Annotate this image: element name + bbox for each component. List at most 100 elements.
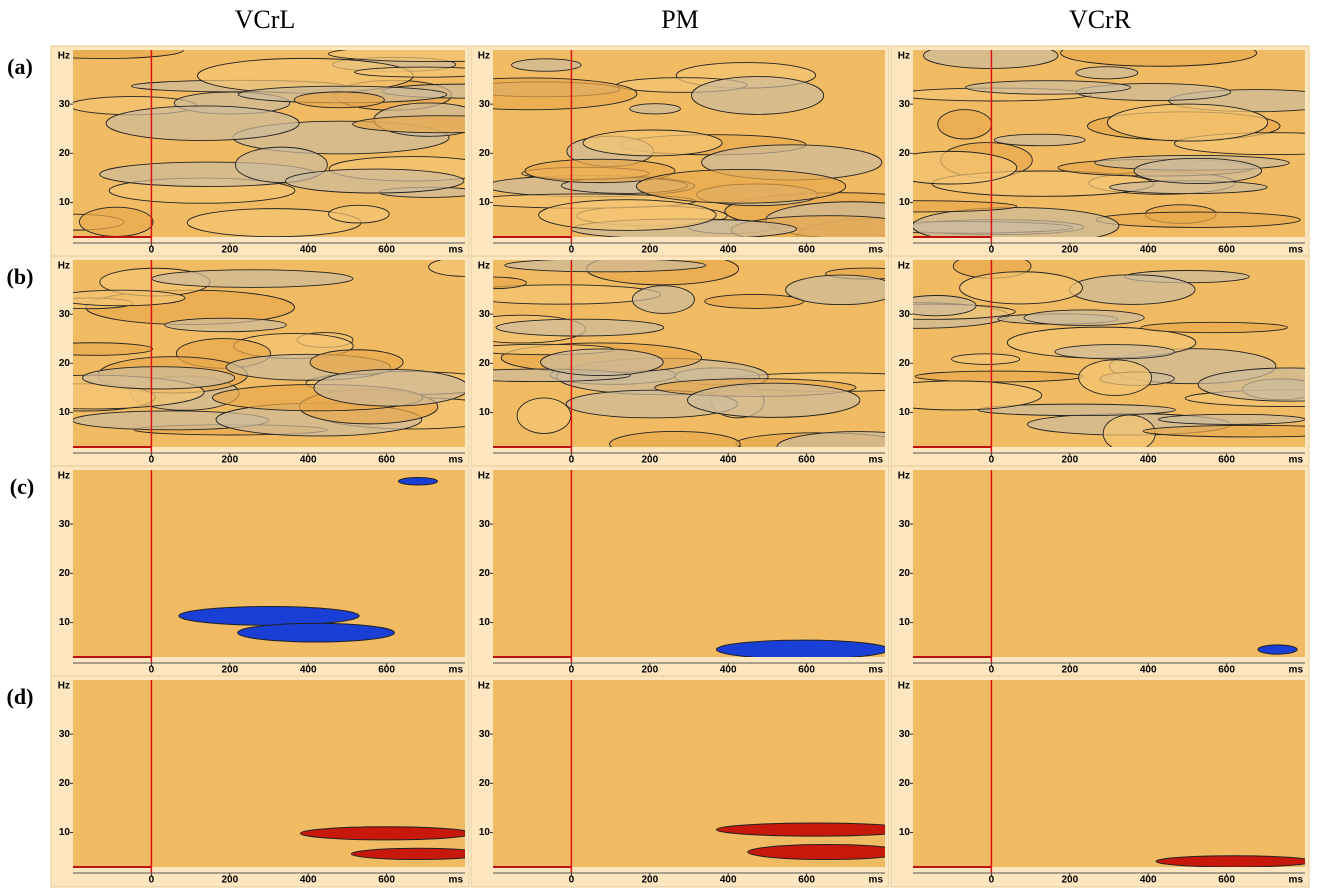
contour	[609, 431, 741, 447]
significance-blob	[1257, 644, 1298, 655]
significance-blob	[1155, 855, 1305, 867]
y-tick-label: 30	[59, 309, 71, 320]
contour	[1140, 321, 1288, 334]
contour	[82, 366, 236, 390]
x-tick-label: 600	[378, 665, 395, 676]
plot-area	[493, 470, 885, 657]
x-tick-label: 400	[720, 245, 737, 256]
y-tick-label: 10	[899, 407, 911, 418]
pattern	[715, 822, 885, 861]
contour	[631, 285, 695, 314]
column-title: VCrR	[1069, 5, 1132, 34]
x-unit: ms	[1289, 455, 1304, 466]
contour	[428, 260, 465, 277]
contour	[776, 431, 885, 447]
x-tick-label: 600	[1218, 875, 1235, 886]
contour	[105, 105, 300, 141]
contour	[1060, 50, 1258, 67]
x-tick-label: 600	[798, 455, 815, 466]
x-tick-label: 600	[1218, 455, 1235, 466]
y-tick-label: 30	[479, 99, 491, 110]
pattern	[1257, 644, 1298, 655]
contour	[73, 50, 184, 59]
contour	[164, 317, 287, 333]
x-tick-label: 600	[798, 245, 815, 256]
contour	[1157, 413, 1305, 425]
pattern	[299, 826, 465, 861]
contour	[284, 168, 465, 194]
y-unit: Hz	[898, 51, 910, 62]
x-unit: ms	[449, 455, 464, 466]
x-tick-label: 200	[641, 455, 658, 466]
x-tick-label: 200	[1061, 245, 1078, 256]
x-tick-label: 400	[300, 245, 317, 256]
contour	[1078, 359, 1153, 396]
y-tick-label: 30	[899, 519, 911, 530]
x-tick-label: 400	[720, 875, 737, 886]
x-tick-label: 0	[149, 245, 155, 256]
y-tick-label: 10	[59, 407, 71, 418]
contour	[965, 80, 1132, 95]
y-tick-label: 30	[899, 309, 911, 320]
contour	[493, 77, 638, 111]
pattern	[493, 58, 885, 237]
x-tick-label: 200	[641, 665, 658, 676]
contour	[511, 58, 582, 72]
contour	[495, 318, 665, 337]
x-tick-label: 600	[798, 665, 815, 676]
significance-blob	[299, 826, 465, 841]
column-title: PM	[661, 5, 699, 34]
pattern	[913, 50, 1305, 237]
y-tick-label: 10	[479, 407, 491, 418]
y-unit: Hz	[478, 681, 490, 692]
y-tick-label: 30	[59, 99, 71, 110]
row-label: (c)	[10, 474, 34, 499]
y-tick-label: 20	[899, 148, 911, 159]
y-tick-label: 20	[479, 148, 491, 159]
y-tick-label: 10	[59, 197, 71, 208]
pattern	[73, 50, 465, 237]
contour	[1068, 274, 1196, 305]
y-unit: Hz	[58, 51, 70, 62]
contour	[636, 169, 847, 204]
y-tick-label: 20	[59, 358, 71, 369]
x-tick-label: 0	[569, 245, 575, 256]
y-tick-label: 10	[479, 197, 491, 208]
y-unit: Hz	[478, 261, 490, 272]
pattern	[913, 260, 1305, 447]
x-tick-label: 600	[1218, 245, 1235, 256]
contour	[582, 129, 723, 157]
y-tick-label: 10	[479, 827, 491, 838]
x-tick-label: 600	[798, 875, 815, 886]
plot-area	[913, 680, 1305, 867]
x-unit: ms	[1289, 875, 1304, 886]
contour	[540, 348, 664, 376]
x-tick-label: 400	[1140, 875, 1157, 886]
x-unit: ms	[869, 455, 884, 466]
x-tick-label: 0	[989, 665, 995, 676]
x-tick-label: 0	[149, 875, 155, 886]
contour	[352, 115, 465, 134]
contour	[993, 133, 1086, 147]
pattern	[715, 639, 885, 657]
x-tick-label: 0	[569, 665, 575, 676]
x-tick-label: 200	[1061, 455, 1078, 466]
x-tick-label: 200	[641, 245, 658, 256]
significance-blob	[350, 847, 465, 861]
contour	[354, 66, 465, 78]
x-tick-label: 400	[300, 455, 317, 466]
significance-blob	[178, 606, 360, 626]
significance-blob	[715, 639, 885, 657]
y-unit: Hz	[478, 471, 490, 482]
contour	[328, 204, 390, 224]
x-tick-label: 0	[149, 665, 155, 676]
x-tick-label: 200	[641, 875, 658, 886]
contour	[1075, 66, 1139, 80]
x-unit: ms	[1289, 665, 1304, 676]
y-tick-label: 20	[899, 358, 911, 369]
y-tick-label: 30	[899, 729, 911, 740]
y-tick-label: 20	[59, 148, 71, 159]
x-tick-label: 600	[378, 875, 395, 886]
y-tick-label: 10	[479, 617, 491, 628]
